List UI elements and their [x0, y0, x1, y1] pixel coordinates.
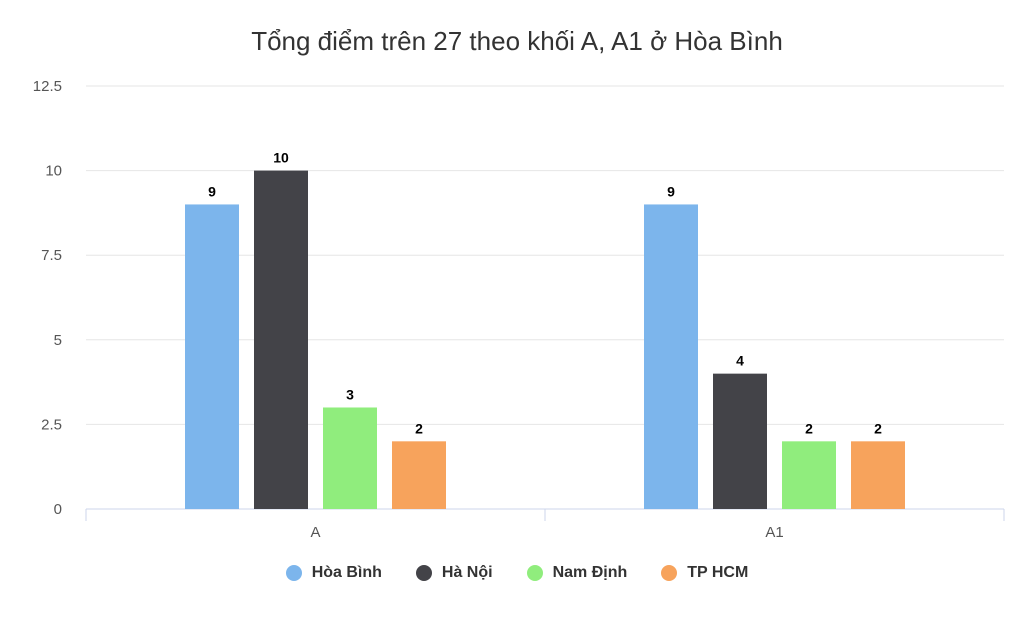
- x-category-label: A: [310, 524, 320, 541]
- legend-label: Hòa Bình: [311, 564, 382, 581]
- legend-label: Nam Định: [552, 564, 628, 581]
- data-label: 9: [667, 183, 675, 199]
- data-label: 9: [208, 183, 216, 199]
- bar[interactable]: [392, 441, 446, 509]
- y-tick-label: 0: [54, 501, 62, 518]
- data-label: 2: [415, 420, 423, 436]
- legend-swatch: [661, 565, 678, 581]
- bar[interactable]: [185, 204, 239, 509]
- y-tick-label: 12.5: [33, 78, 62, 95]
- chart-title: Tổng điểm trên 27 theo khối A, A1 ở Hòa …: [251, 26, 783, 56]
- y-tick-label: 7.5: [41, 247, 62, 264]
- legend-swatch: [526, 565, 543, 581]
- data-label: 2: [805, 420, 813, 436]
- legend-item[interactable]: Nam Định: [526, 564, 628, 582]
- data-label: 2: [874, 420, 882, 436]
- legend-item[interactable]: TP HCM: [661, 564, 748, 582]
- legend: Hòa Bình Hà Nội Nam Định TP HCM: [0, 564, 1034, 582]
- legend-item[interactable]: Hà Nội: [415, 564, 493, 582]
- data-label: 4: [736, 353, 744, 369]
- legend-label: Hà Nội: [441, 564, 493, 581]
- bar[interactable]: [254, 170, 308, 509]
- bar[interactable]: [323, 407, 377, 509]
- x-category-label: A1: [765, 524, 783, 541]
- legend-item[interactable]: Hòa Bình: [285, 564, 382, 582]
- data-label: 3: [346, 386, 354, 402]
- bar[interactable]: [782, 441, 836, 509]
- bar[interactable]: [851, 441, 905, 509]
- bar[interactable]: [713, 373, 767, 509]
- legend-swatch: [415, 565, 432, 581]
- bar[interactable]: [644, 204, 698, 509]
- y-tick-label: 2.5: [41, 416, 62, 433]
- plot-area: 0 2.5 5 7.5 10 12.5 9 10 3 2 A 9 4 2 2 A1: [33, 78, 1005, 541]
- legend-label: TP HCM: [687, 564, 749, 581]
- data-label: 10: [273, 150, 289, 166]
- legend-swatch: [285, 565, 302, 581]
- y-tick-label: 10: [45, 163, 62, 180]
- y-tick-label: 5: [54, 332, 62, 349]
